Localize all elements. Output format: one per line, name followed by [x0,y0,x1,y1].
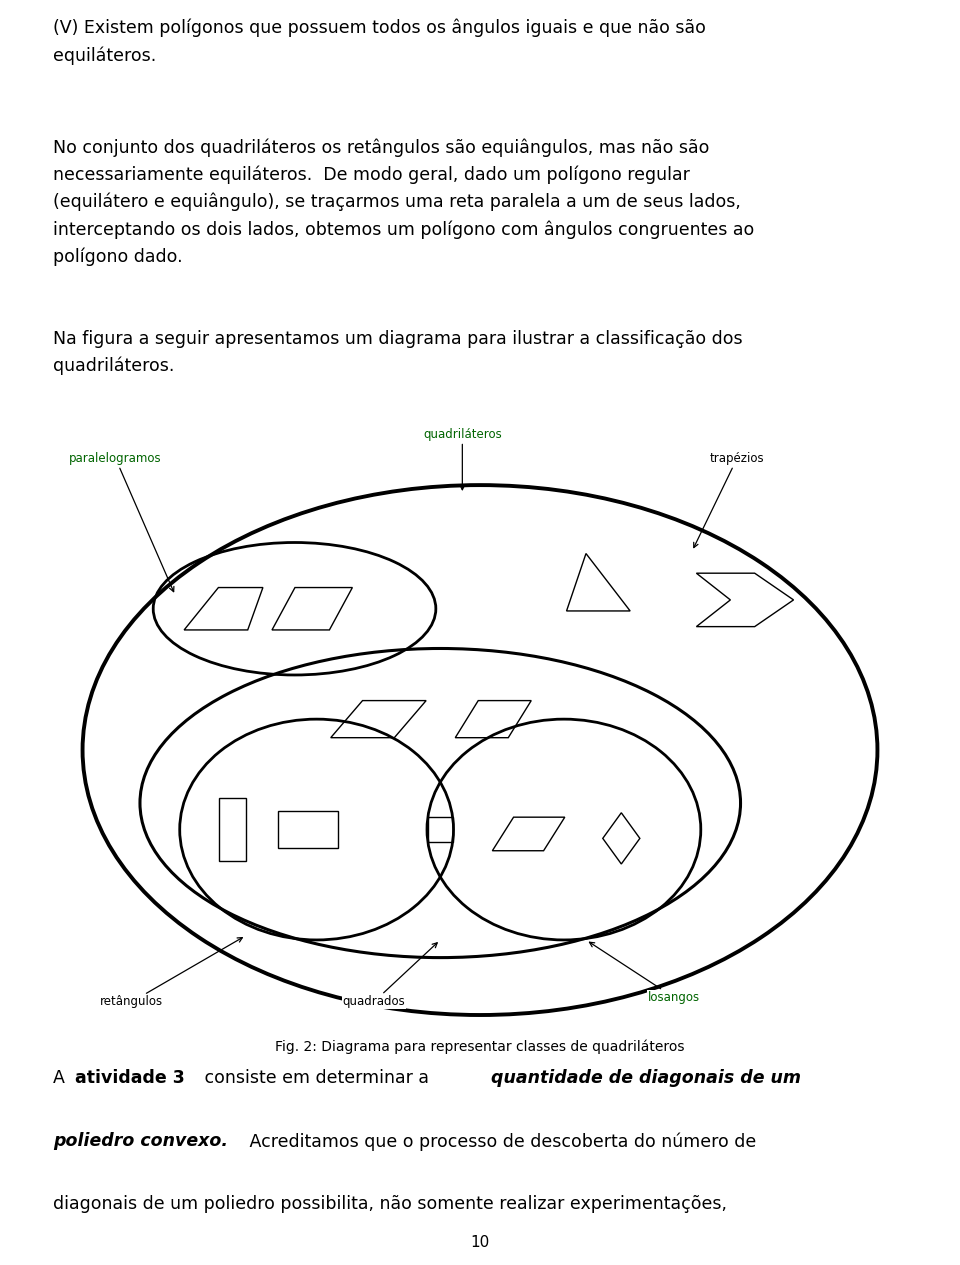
Bar [277,811,338,848]
Text: diagonais de um poliedro possibilita, não somente realizar experimentações,: diagonais de um poliedro possibilita, nã… [53,1195,727,1213]
Text: paralelogramos: paralelogramos [69,452,174,592]
Text: Fig. 2: Diagrama para representar classes de quadriláteros: Fig. 2: Diagrama para representar classe… [276,1040,684,1054]
Text: losangos: losangos [589,942,700,1004]
Text: retângulos: retângulos [100,937,242,1008]
Text: trapézios: trapézios [694,452,764,548]
Text: quantidade de diagonais de um: quantidade de diagonais de um [491,1069,801,1087]
Text: (V) Existem polígonos que possuem todos os ângulos iguais e que não são
equiláte: (V) Existem polígonos que possuem todos … [53,19,706,65]
Bar [220,798,246,861]
Text: atividade 3: atividade 3 [75,1069,185,1087]
Text: Na figura a seguir apresentamos um diagrama para ilustrar a classificação dos
qu: Na figura a seguir apresentamos um diagr… [53,330,742,374]
Text: No conjunto dos quadriláteros os retângulos são equiângulos, mas não são
necessa: No conjunto dos quadriláteros os retângu… [53,138,754,266]
Text: quadriláteros: quadriláteros [423,428,502,490]
Text: consiste em determinar a: consiste em determinar a [199,1069,434,1087]
Text: 10: 10 [470,1236,490,1250]
Text: Acreditamos que o processo de descoberta do número de: Acreditamos que o processo de descoberta… [244,1132,756,1151]
Text: poliedro convexo.: poliedro convexo. [53,1132,228,1150]
Bar [428,817,452,842]
Text: quadrados: quadrados [343,942,437,1008]
Text: A: A [53,1069,70,1087]
